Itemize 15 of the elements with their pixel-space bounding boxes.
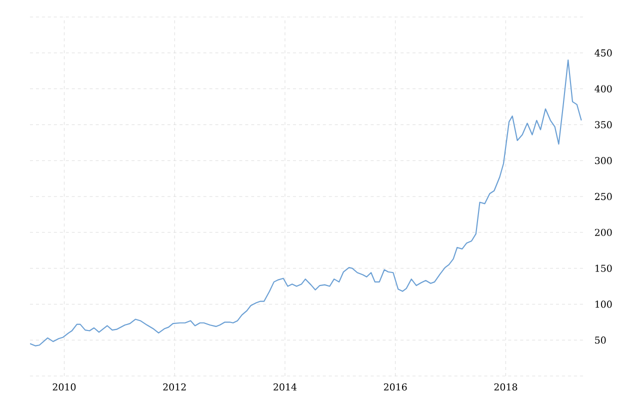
x-tick-label: 2016 xyxy=(384,383,407,391)
y-tick-label: 100 xyxy=(596,300,612,308)
x-tick-label: 2012 xyxy=(163,383,186,391)
y-tick-label: 250 xyxy=(595,192,612,200)
y-tick-label: 50 xyxy=(595,336,606,344)
y-tick-label: 450 xyxy=(594,49,612,56)
x-tick-label: 2014 xyxy=(274,383,297,391)
y-tick-label: 300 xyxy=(595,157,612,164)
y-tick-label: 200 xyxy=(595,228,612,236)
y-tick-label: 150 xyxy=(596,264,612,272)
y-tick-label: 350 xyxy=(595,121,612,128)
line-series xyxy=(30,60,582,346)
x-tick-label: 2010 xyxy=(52,383,76,391)
x-tick-label: 2018 xyxy=(494,383,518,391)
y-tick-label: 400 xyxy=(594,85,612,92)
